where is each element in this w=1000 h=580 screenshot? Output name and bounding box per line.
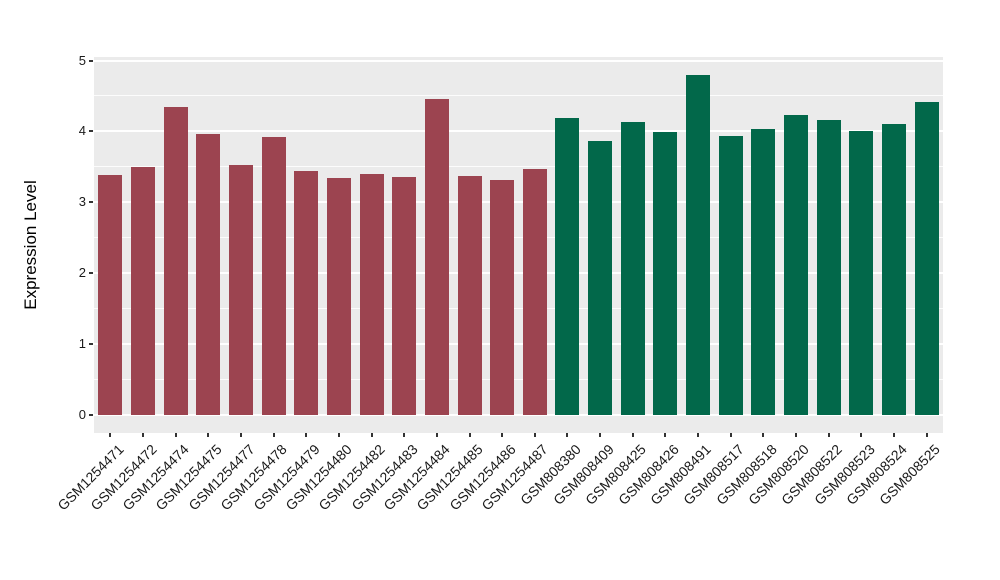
y-tick-label: 2 xyxy=(78,264,86,280)
bar-GSM1254472 xyxy=(130,167,155,415)
y-tick-mark xyxy=(89,59,93,62)
x-tick-mark xyxy=(599,433,602,437)
x-tick-mark xyxy=(305,433,308,437)
y-tick-label: 1 xyxy=(78,335,86,351)
x-tick-mark xyxy=(174,433,177,437)
x-tick-mark xyxy=(141,433,144,437)
x-tick-mark xyxy=(109,433,112,437)
y-tick-mark xyxy=(89,342,93,345)
bar-GSM1254480 xyxy=(326,178,351,415)
bar-GSM808517 xyxy=(718,136,743,415)
x-tick-mark xyxy=(337,433,340,437)
y-tick-label: 0 xyxy=(78,406,86,422)
bar-GSM1254474 xyxy=(163,107,188,415)
x-tick-mark xyxy=(370,433,373,437)
bar-GSM808520 xyxy=(784,115,809,415)
gridline-minor xyxy=(94,95,943,97)
x-tick-mark xyxy=(827,433,830,437)
y-axis-title: Expression Level xyxy=(21,180,40,310)
y-tick-mark xyxy=(89,201,93,204)
y-tick-mark xyxy=(89,130,93,133)
bar-GSM808426 xyxy=(653,132,678,415)
y-tick-mark xyxy=(89,271,93,274)
bar-GSM808425 xyxy=(620,122,645,415)
bar-GSM808380 xyxy=(555,117,580,415)
x-tick-mark xyxy=(697,433,700,437)
gridline-minor xyxy=(94,307,943,309)
bar-GSM808524 xyxy=(882,124,907,415)
gridline-major xyxy=(94,342,943,345)
x-tick-mark xyxy=(860,433,863,437)
y-tick-mark xyxy=(89,413,93,416)
x-tick-mark xyxy=(795,433,798,437)
bar-GSM1254475 xyxy=(196,134,221,415)
y-tick-label: 4 xyxy=(78,123,86,139)
gridline-major xyxy=(94,201,943,204)
gridline-minor xyxy=(94,237,943,239)
bar-GSM1254486 xyxy=(490,180,515,415)
gridline-major xyxy=(94,59,943,62)
bar-GSM1254485 xyxy=(457,175,482,415)
plot-panel xyxy=(94,57,943,433)
bar-GSM1254487 xyxy=(522,168,547,415)
y-tick-label: 5 xyxy=(78,52,86,68)
x-tick-mark xyxy=(468,433,471,437)
x-tick-mark xyxy=(664,433,667,437)
x-tick-mark xyxy=(435,433,438,437)
x-tick-mark xyxy=(925,433,928,437)
bar-GSM808525 xyxy=(914,102,939,415)
x-tick-mark xyxy=(566,433,569,437)
bar-GSM808518 xyxy=(751,128,776,415)
bar-GSM808491 xyxy=(686,74,711,415)
gridline-major xyxy=(94,413,943,416)
x-tick-mark xyxy=(272,433,275,437)
x-tick-mark xyxy=(501,433,504,437)
bar-GSM808523 xyxy=(849,130,874,415)
bar-GSM1254484 xyxy=(424,99,449,415)
x-tick-mark xyxy=(403,433,406,437)
gridline-major xyxy=(94,130,943,133)
bar-GSM1254483 xyxy=(392,176,417,415)
bar-GSM1254477 xyxy=(228,164,253,415)
gridline-minor xyxy=(94,166,943,168)
bar-GSM808522 xyxy=(816,120,841,415)
gridline-minor xyxy=(94,378,943,380)
x-tick-mark xyxy=(207,433,210,437)
bar-GSM1254479 xyxy=(294,171,319,415)
bar-GSM1254482 xyxy=(359,173,384,415)
y-tick-label: 3 xyxy=(78,194,86,210)
x-tick-mark xyxy=(762,433,765,437)
bar-GSM1254471 xyxy=(98,175,123,415)
x-tick-mark xyxy=(729,433,732,437)
bar-GSM808409 xyxy=(588,141,613,415)
bar-GSM1254478 xyxy=(261,137,286,415)
x-tick-mark xyxy=(533,433,536,437)
gridline-major xyxy=(94,271,943,274)
x-tick-mark xyxy=(893,433,896,437)
x-tick-mark xyxy=(631,433,634,437)
x-tick-mark xyxy=(239,433,242,437)
